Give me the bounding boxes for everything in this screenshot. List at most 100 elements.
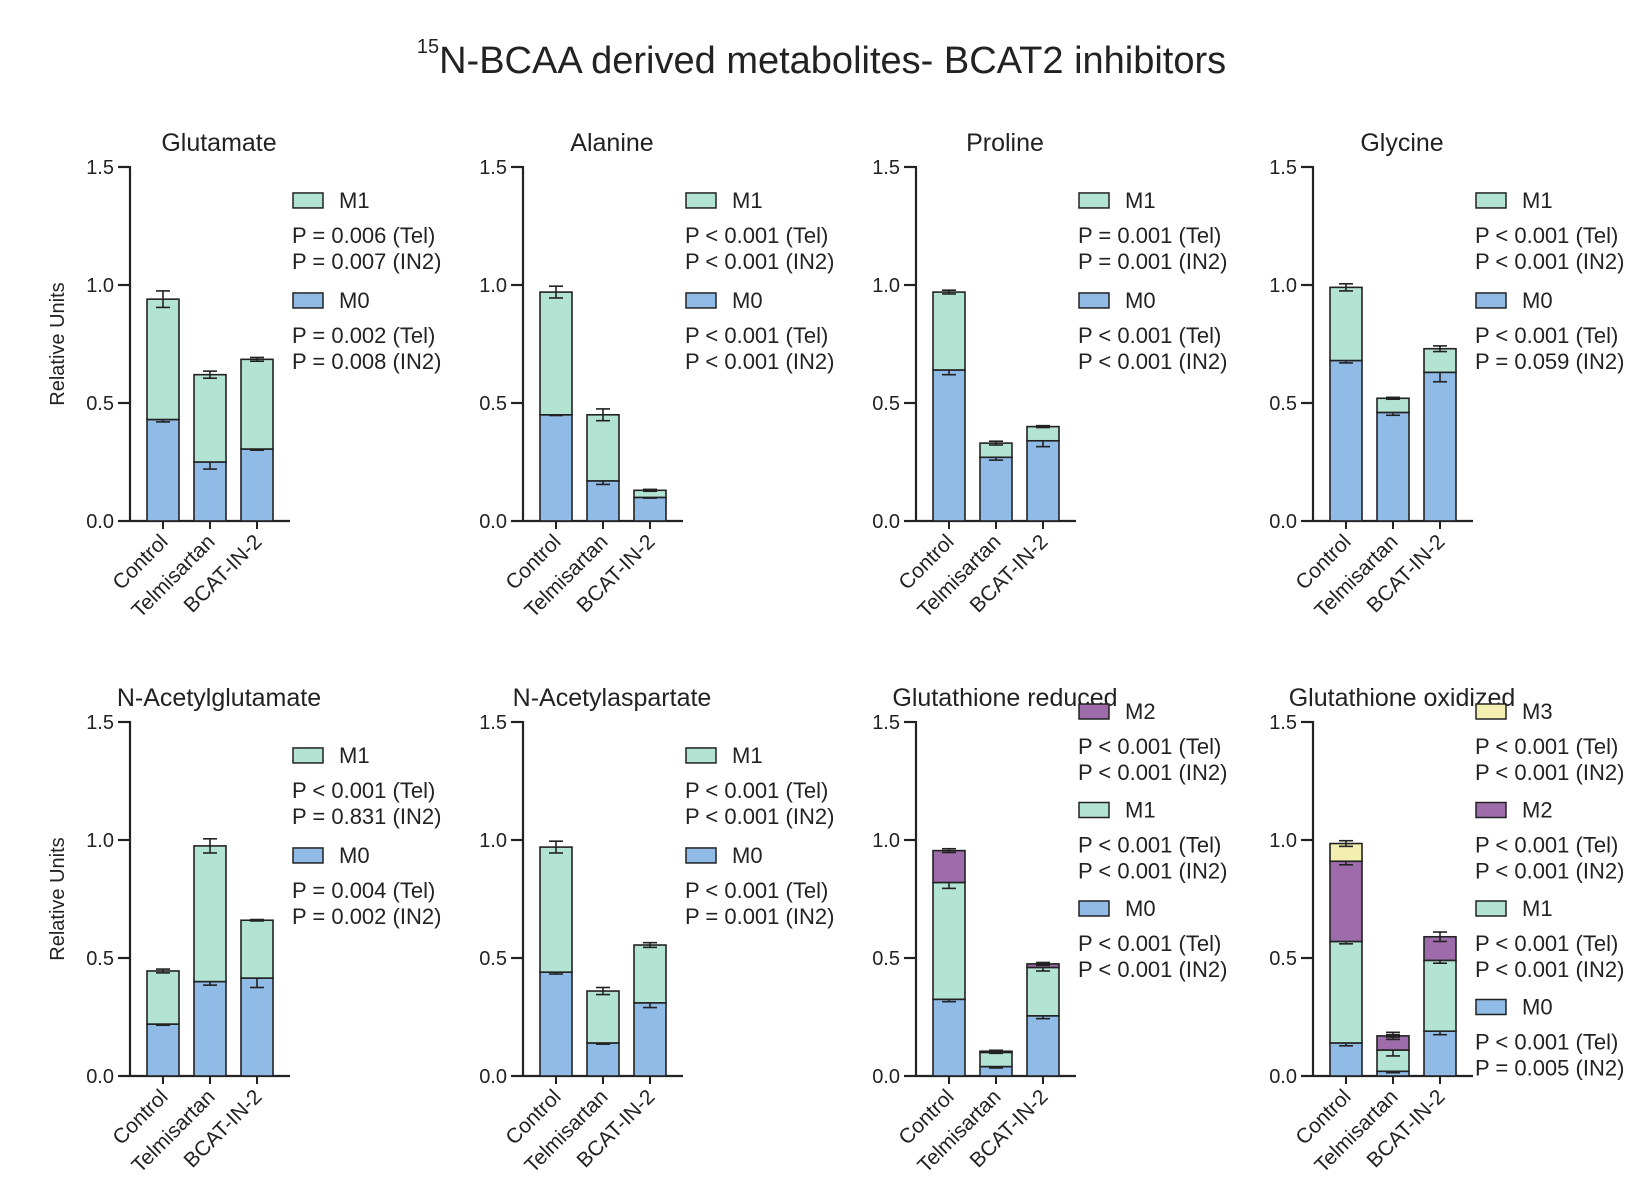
bar-m1-2 (240, 358, 274, 450)
p-value-text: P < 0.001 (IN2) (1475, 859, 1624, 884)
legend-label: M1 (1125, 798, 1156, 823)
bar-m0-2 (633, 496, 667, 522)
y-tick-label: 1.0 (1269, 830, 1297, 852)
p-value-text: P < 0.001 (IN2) (685, 804, 834, 829)
y-tick-label: 1.0 (479, 830, 507, 852)
legend-swatch-m0 (1078, 292, 1110, 309)
panel-title: Glutamate (161, 129, 276, 157)
p-value-text: P = 0.001 (IN2) (1078, 249, 1227, 274)
figure-title: 15N-BCAA derived metabolites- BCAT2 inhi… (0, 36, 1643, 83)
y-tick-label: 1.0 (872, 275, 900, 297)
bar-m0-0 (932, 998, 966, 1077)
panel-alanine: Alanine0.00.51.01.5ControlTelmisartanBCA… (479, 129, 834, 622)
y-tick-label: 1.5 (872, 157, 900, 179)
p-value-text: P < 0.001 (Tel) (1475, 323, 1618, 348)
legend-swatch-m0 (292, 292, 324, 309)
legend-label: M0 (1125, 896, 1156, 921)
p-value-text: P < 0.001 (IN2) (1078, 957, 1227, 982)
p-value-text: P < 0.001 (IN2) (1475, 760, 1624, 785)
legend-label: M1 (732, 188, 763, 213)
p-value-text: P = 0.002 (IN2) (292, 904, 441, 929)
bar-m1-0 (146, 970, 180, 1025)
y-tick-label: 0.5 (86, 393, 114, 415)
y-tick-label: 0.5 (872, 393, 900, 415)
p-value-text: P < 0.001 (IN2) (1475, 957, 1624, 982)
bar-m1-1 (586, 990, 620, 1044)
legend-label: M1 (1522, 896, 1553, 921)
p-value-text: P < 0.001 (Tel) (1475, 223, 1618, 248)
panel-title: Glycine (1360, 129, 1443, 157)
p-value-text: P = 0.006 (Tel) (292, 223, 435, 248)
legend-swatch-m3 (1475, 703, 1507, 720)
legend-label: M0 (1522, 288, 1553, 313)
y-tick-label: 1.0 (872, 830, 900, 852)
panel-title: Alanine (570, 129, 653, 157)
p-value-text: P < 0.001 (IN2) (1078, 349, 1227, 374)
p-value-text: P < 0.001 (IN2) (685, 349, 834, 374)
panel-title: Proline (966, 129, 1044, 157)
panel-glutathione-reduced: Glutathione reduced0.00.51.01.5ControlTe… (872, 684, 1227, 1177)
panel-title: N-Acetylaspartate (513, 684, 712, 712)
panel-n-acetylaspartate: N-Acetylaspartate0.00.51.01.5ControlTelm… (479, 684, 834, 1177)
bar-m1-2 (633, 944, 667, 1004)
legend-swatch-m1 (685, 192, 717, 209)
bar-m0-2 (240, 977, 274, 1077)
p-value-text: P = 0.008 (IN2) (292, 349, 441, 374)
p-value-text: P < 0.001 (Tel) (1475, 833, 1618, 858)
bar-m1-1 (979, 1051, 1013, 1068)
p-value-text: P < 0.001 (Tel) (685, 878, 828, 903)
legend-swatch-m1 (1078, 192, 1110, 209)
bar-m0-0 (146, 418, 180, 522)
bar-m0-0 (539, 971, 573, 1077)
bar-m0-1 (193, 980, 227, 1077)
y-tick-label: 1.5 (86, 157, 114, 179)
legend-swatch-m2 (1475, 801, 1507, 819)
bar-m0-0 (1329, 1042, 1363, 1077)
y-tick-label: 1.5 (872, 712, 900, 734)
legend-label: M1 (339, 743, 370, 768)
legend-swatch-m0 (685, 292, 717, 309)
y-axis-label: Relative Units (47, 282, 69, 405)
y-tick-label: 0.5 (479, 948, 507, 970)
bar-m1-0 (932, 881, 966, 1001)
y-tick-label: 1.5 (1269, 712, 1297, 734)
bar-m1-1 (193, 845, 227, 983)
bar-m1-2 (1026, 425, 1060, 442)
p-value-text: P < 0.001 (Tel) (1078, 323, 1221, 348)
legend-label: M0 (339, 288, 370, 313)
y-tick-label: 0.0 (479, 1066, 507, 1088)
bar-m1-0 (539, 291, 573, 416)
panel-proline: Proline0.00.51.01.5ControlTelmisartanBCA… (872, 129, 1227, 622)
bar-m1-0 (932, 291, 966, 371)
y-tick-label: 1.0 (86, 830, 114, 852)
y-tick-label: 0.0 (86, 1066, 114, 1088)
bar-m0-0 (146, 1023, 180, 1077)
legend-label: M0 (1125, 288, 1156, 313)
legend-swatch-m1 (685, 747, 717, 764)
legend-swatch-m1 (292, 192, 324, 209)
p-value-text: P < 0.001 (Tel) (1475, 734, 1618, 759)
bar-m0-2 (1026, 439, 1060, 522)
p-value-text: P = 0.004 (Tel) (292, 878, 435, 903)
y-tick-label: 1.0 (1269, 275, 1297, 297)
y-tick-label: 0.0 (479, 511, 507, 533)
panel-title: N-Acetylglutamate (117, 684, 321, 712)
legend-swatch-m0 (1078, 900, 1110, 917)
bar-m0-2 (240, 448, 274, 522)
p-value-text: P = 0.007 (IN2) (292, 249, 441, 274)
p-value-text: P < 0.001 (Tel) (1078, 833, 1221, 858)
bar-m1-2 (1423, 959, 1457, 1032)
legend-label: M0 (732, 288, 763, 313)
bar-m1-0 (1329, 940, 1363, 1044)
y-tick-label: 0.0 (1269, 1066, 1297, 1088)
p-value-text: P = 0.005 (IN2) (1475, 1056, 1624, 1081)
bar-m1-2 (240, 919, 274, 979)
p-value-text: P < 0.001 (IN2) (1078, 760, 1227, 785)
bar-m0-0 (539, 413, 573, 522)
bar-m1-1 (1376, 397, 1410, 414)
legend-label: M0 (732, 843, 763, 868)
legend-swatch-m2 (1078, 703, 1110, 720)
legend-swatch-m1 (1475, 900, 1507, 917)
